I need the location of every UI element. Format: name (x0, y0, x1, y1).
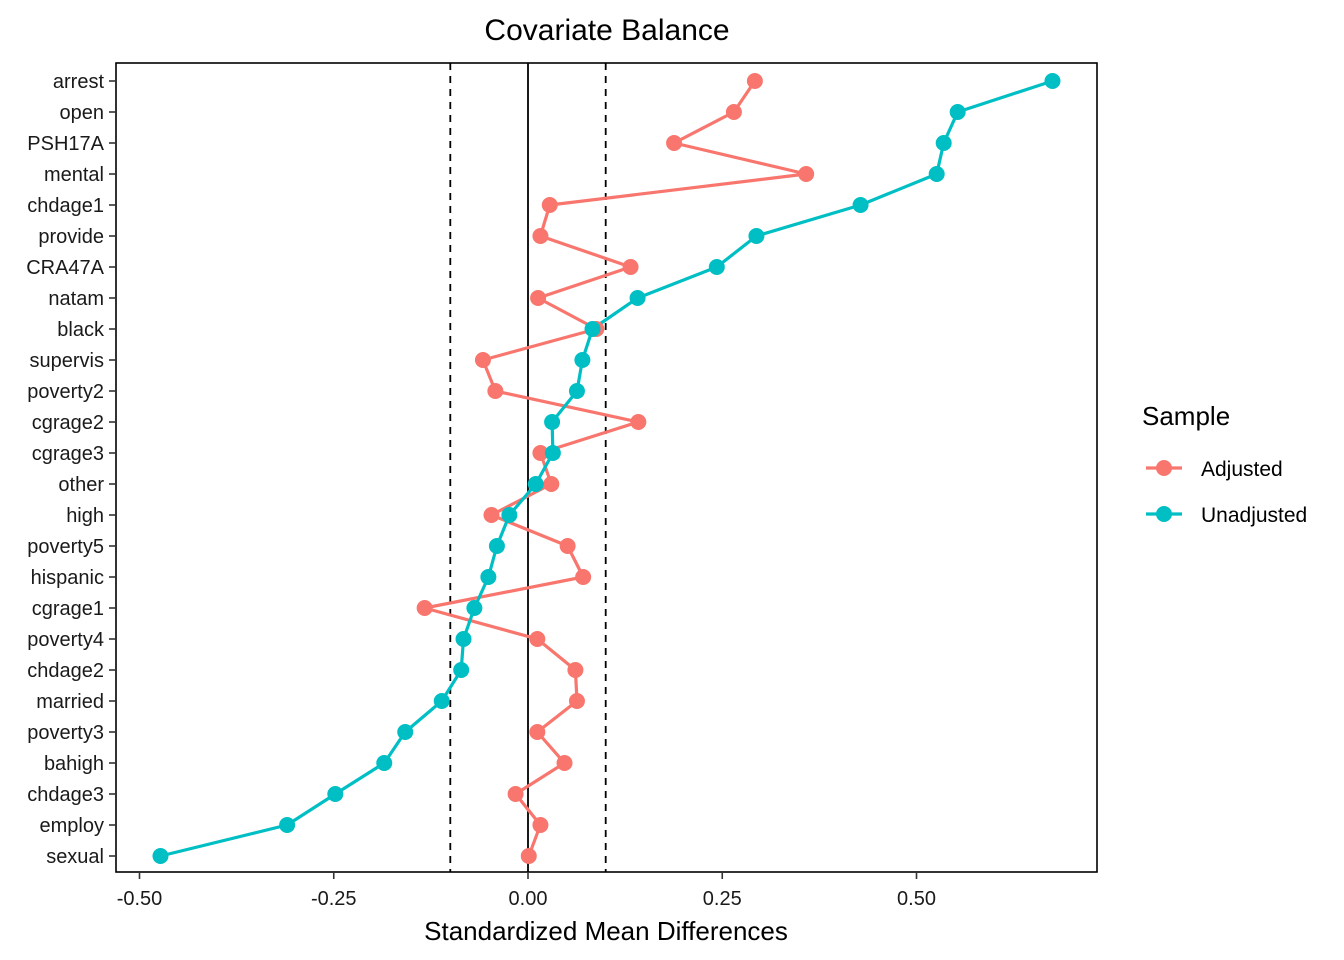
adjusted-point-poverty5 (559, 538, 576, 554)
adjusted-point-chdage1 (541, 197, 558, 213)
adjusted-point-provide (532, 228, 549, 244)
reference-lines (449, 63, 607, 872)
y-tick-label-married: married (36, 691, 104, 713)
legend-title: Sample (1142, 401, 1230, 431)
unadjusted-point-chdage3 (327, 786, 344, 802)
unadjusted-point-chdage2 (453, 662, 470, 678)
adjusted-point-high (483, 507, 500, 523)
x-tick-label: 0.50 (897, 888, 936, 910)
y-tick-label-sexual: sexual (46, 846, 104, 868)
adjusted-point-supervis (474, 352, 491, 368)
y-tick-label-high: high (66, 505, 104, 527)
legend-label-unadjusted: Unadjusted (1201, 504, 1307, 527)
adjusted-point-other (543, 476, 560, 492)
legend: Sample Adjusted Unadjusted (1142, 401, 1307, 527)
unadjusted-point-poverty3 (397, 724, 414, 740)
legend-swatch-point (1156, 460, 1172, 476)
adjusted-series-line (423, 80, 808, 857)
unadjusted-point-open (949, 104, 966, 120)
unadjusted-point-mental (928, 166, 945, 182)
y-tick-label-arrest: arrest (53, 71, 105, 93)
unadjusted-point-chdage1 (852, 197, 869, 213)
adjusted-point-bahigh (556, 755, 573, 771)
y-tick-label-chdage1: chdage1 (27, 195, 104, 217)
unadjusted-point-natam (629, 290, 646, 306)
y-tick-label-cgrage1: cgrage1 (32, 598, 104, 620)
y-tick-label-poverty2: poverty2 (27, 381, 104, 403)
y-tick-label-natam: natam (48, 288, 104, 310)
unadjusted-point-sexual (152, 848, 169, 864)
y-tick-label-cgrage2: cgrage2 (32, 412, 104, 434)
adjusted-point-PSH17A (666, 135, 683, 151)
legend-key-unadjusted (1146, 506, 1182, 522)
adjusted-point-married (568, 693, 585, 709)
adjusted-point-chdage3 (507, 786, 524, 802)
adjusted-point-chdage2 (567, 662, 584, 678)
unadjusted-point-poverty5 (488, 538, 505, 554)
y-tick-label-other: other (58, 474, 104, 496)
y-tick-label-provide: provide (38, 226, 104, 248)
adjusted-point-hispanic (575, 569, 592, 585)
x-axis: -0.50 -0.25 0.00 0.25 0.50 (117, 872, 936, 910)
unadjusted-point-hispanic (480, 569, 497, 585)
y-tick-label-hispanic: hispanic (31, 567, 104, 589)
unadjusted-point-cgrage3 (544, 445, 561, 461)
unadjusted-point-employ (279, 817, 296, 833)
adjusted-point-mental (798, 166, 815, 182)
legend-label-adjusted: Adjusted (1201, 458, 1283, 481)
adjusted-point-poverty4 (529, 631, 546, 647)
unadjusted-point-arrest (1044, 73, 1061, 89)
adjusted-point-poverty3 (529, 724, 546, 740)
adjusted-point-open (725, 104, 742, 120)
unadjusted-point-poverty4 (455, 631, 472, 647)
y-tick-label-chdage2: chdage2 (27, 660, 104, 682)
y-tick-label-poverty4: poverty4 (27, 629, 104, 651)
unadjusted-point-married (433, 693, 450, 709)
x-tick-label: -0.25 (311, 888, 357, 910)
y-tick-label-bahigh: bahigh (44, 753, 104, 775)
x-tick-label: -0.50 (117, 888, 163, 910)
adjusted-point-natam (530, 290, 547, 306)
y-tick-label-mental: mental (44, 164, 104, 186)
y-tick-label-poverty5: poverty5 (27, 536, 104, 558)
unadjusted-point-CRA47A (708, 259, 725, 275)
unadjusted-point-other (527, 476, 544, 492)
adjusted-point-employ (532, 817, 549, 833)
y-tick-label-open: open (60, 102, 105, 124)
adjusted-point-sexual (520, 848, 537, 864)
y-tick-label-CRA47A: CRA47A (26, 257, 104, 279)
adjusted-point-cgrage1 (416, 600, 433, 616)
unadjusted-point-PSH17A (935, 135, 952, 151)
unadjusted-point-poverty2 (568, 383, 585, 399)
adjusted-point-CRA47A (622, 259, 639, 275)
unadjusted-point-black (584, 321, 601, 337)
adjusted-point-cgrage2 (630, 414, 647, 430)
unadjusted-point-cgrage2 (544, 414, 561, 430)
adjusted-point-cgrage3 (532, 445, 549, 461)
adjusted-point-arrest (746, 73, 763, 89)
unadjusted-point-cgrage1 (466, 600, 483, 616)
unadjusted-point-high (501, 507, 518, 523)
y-tick-label-poverty3: poverty3 (27, 722, 104, 744)
y-tick-label-employ: employ (40, 815, 104, 837)
y-tick-label-cgrage3: cgrage3 (32, 443, 104, 465)
unadjusted-point-provide (748, 228, 765, 244)
series-points (152, 73, 1061, 864)
x-axis-title: Standardized Mean Differences (424, 916, 788, 946)
y-tick-label-supervis: supervis (30, 350, 104, 372)
chart-title: Covariate Balance (484, 14, 729, 47)
unadjusted-point-bahigh (376, 755, 393, 771)
unadjusted-point-supervis (574, 352, 591, 368)
legend-swatch-point (1156, 506, 1172, 522)
x-tick-label: 0.00 (509, 888, 548, 910)
legend-key-adjusted (1146, 460, 1182, 476)
adjusted-point-poverty2 (487, 383, 504, 399)
y-tick-label-chdage3: chdage3 (27, 784, 104, 806)
x-tick-label: 0.25 (703, 888, 742, 910)
y-axis: arrest open PSH17A mental chdage1 provide CRA4… (26, 71, 116, 868)
y-tick-label-PSH17A: PSH17A (27, 133, 104, 155)
y-tick-label-black: black (57, 319, 105, 341)
